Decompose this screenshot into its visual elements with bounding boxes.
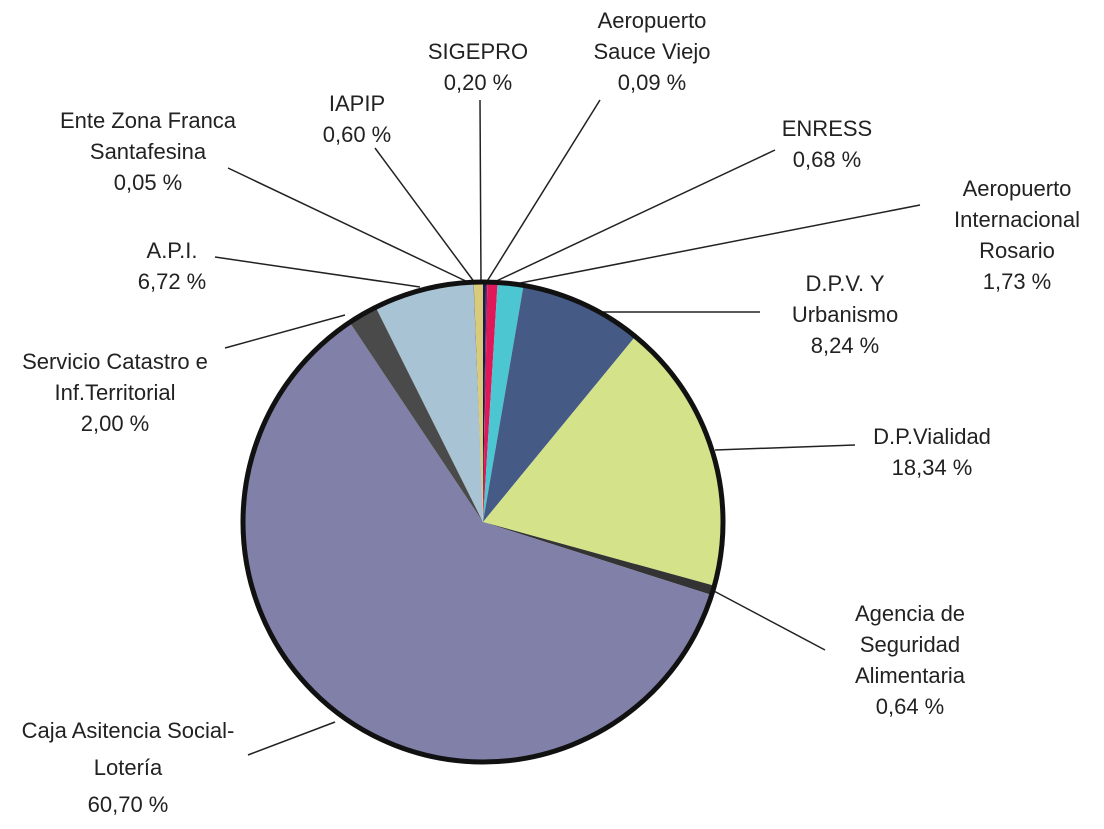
label-value: 1,73 % bbox=[982, 269, 1052, 294]
leader-line bbox=[374, 147, 476, 284]
label-value: 2,00 % bbox=[80, 411, 150, 436]
label-name: A.P.I. bbox=[146, 238, 198, 263]
slice-label: IAPIP 0,60 % bbox=[307, 88, 407, 150]
slice-label: D.P.Vialidad 18,34 % bbox=[852, 421, 1012, 483]
slice-label: SIGEPRO 0,20 % bbox=[408, 36, 548, 98]
leader-lines bbox=[214, 99, 921, 756]
slice bbox=[483, 282, 524, 522]
label-name: ENRESS bbox=[781, 116, 873, 141]
label-name: D.P.Vialidad bbox=[873, 424, 991, 449]
label-name: Caja Asitencia Social-Lotería bbox=[21, 718, 235, 780]
label-value: 60,70 % bbox=[87, 792, 169, 817]
leader-line bbox=[485, 99, 601, 284]
leader-line bbox=[489, 149, 776, 285]
label-name: Aeropuerto Sauce Viejo bbox=[593, 8, 711, 64]
slice bbox=[349, 307, 483, 522]
label-value: 8,24 % bbox=[810, 333, 880, 358]
label-value: 0,09 % bbox=[617, 70, 687, 95]
leader-line bbox=[479, 99, 482, 284]
label-name: Agencia de Seguridad Alimentaria bbox=[854, 601, 966, 688]
label-value: 0,05 % bbox=[113, 170, 183, 195]
leader-line bbox=[247, 721, 336, 756]
leader-line bbox=[224, 314, 346, 349]
slice-label: Aeropuerto Sauce Viejo 0,09 % bbox=[577, 5, 727, 98]
label-name: Ente Zona Franca Santafesina bbox=[59, 108, 237, 164]
leader-line bbox=[227, 167, 473, 285]
slice bbox=[483, 282, 487, 522]
pie-outline bbox=[240, 279, 726, 765]
slice bbox=[483, 336, 723, 586]
leader-line bbox=[504, 204, 921, 287]
label-value: 18,34 % bbox=[891, 455, 973, 480]
slice-label: Aeropuerto Internacional Rosario 1,73 % bbox=[932, 173, 1102, 297]
slice bbox=[243, 322, 712, 762]
label-value: 0,68 % bbox=[792, 147, 862, 172]
slice bbox=[375, 282, 483, 522]
slice bbox=[473, 282, 483, 522]
slice-label: Agencia de Seguridad Alimentaria 0,64 % bbox=[835, 598, 985, 722]
slice bbox=[483, 285, 636, 522]
slice bbox=[483, 282, 498, 522]
slice-label: Servicio Catastro e Inf.Territorial 2,00 … bbox=[10, 346, 220, 439]
label-value: 0,64 % bbox=[875, 694, 945, 719]
slice-label: Ente Zona Franca Santafesina 0,05 % bbox=[28, 105, 268, 198]
label-name: SIGEPRO bbox=[427, 39, 529, 64]
slices bbox=[243, 282, 723, 762]
label-name: D.P.V. Y Urbanismo bbox=[791, 271, 899, 327]
label-value: 0,20 % bbox=[443, 70, 513, 95]
slice-label: A.P.I. 6,72 % bbox=[132, 235, 212, 297]
label-name: IAPIP bbox=[328, 91, 386, 116]
label-name: Aeropuerto Internacional Rosario bbox=[954, 176, 1080, 263]
leader-line bbox=[214, 256, 421, 288]
slice-label: Caja Asitencia Social-Lotería 60,70 % bbox=[13, 712, 243, 823]
slice-label: ENRESS 0,68 % bbox=[767, 113, 887, 175]
label-name: Servicio Catastro e Inf.Territorial bbox=[22, 349, 208, 405]
slice-label: D.P.V. Y Urbanismo 8,24 % bbox=[770, 268, 920, 361]
label-value: 6,72 % bbox=[137, 269, 207, 294]
slice bbox=[483, 522, 715, 596]
slice bbox=[473, 282, 483, 522]
leader-line bbox=[711, 589, 826, 651]
label-value: 0,60 % bbox=[322, 122, 392, 147]
leader-line bbox=[714, 444, 856, 451]
slice bbox=[483, 282, 488, 522]
